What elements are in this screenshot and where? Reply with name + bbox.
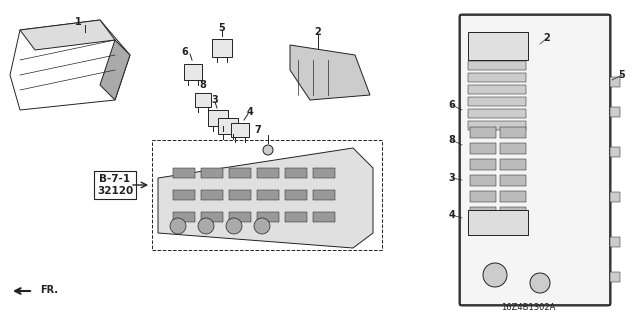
Polygon shape [218, 118, 238, 134]
Polygon shape [100, 40, 130, 100]
Text: 7: 7 [255, 125, 261, 135]
Bar [285, 168, 307, 178]
Text: 2: 2 [543, 33, 550, 43]
Bar [470, 127, 496, 138]
Bar [257, 212, 279, 222]
Bar [470, 191, 496, 202]
Bar [313, 212, 335, 222]
Bar [500, 143, 526, 154]
Text: 3: 3 [449, 173, 456, 183]
Bar [257, 190, 279, 200]
Bar [470, 223, 496, 234]
Bar [229, 168, 251, 178]
Polygon shape [290, 45, 370, 100]
Bar [470, 159, 496, 170]
Bar [468, 73, 526, 82]
Bar [610, 77, 620, 87]
Polygon shape [158, 148, 373, 248]
Bar [468, 61, 526, 70]
Text: 5: 5 [619, 70, 625, 80]
Bar [313, 190, 335, 200]
Circle shape [198, 218, 214, 234]
Text: 16Z4B1302A: 16Z4B1302A [500, 303, 555, 313]
Bar [610, 107, 620, 117]
Text: 1: 1 [75, 17, 81, 27]
Bar [201, 168, 223, 178]
Bar [173, 190, 195, 200]
Text: 5: 5 [219, 23, 225, 33]
Text: 4: 4 [449, 210, 456, 220]
Bar [610, 192, 620, 202]
Polygon shape [195, 93, 211, 107]
Circle shape [263, 145, 273, 155]
Circle shape [170, 218, 186, 234]
Bar [468, 85, 526, 94]
Bar [610, 147, 620, 157]
Bar [500, 207, 526, 218]
Bar [470, 207, 496, 218]
Bar [470, 175, 496, 186]
Circle shape [483, 263, 507, 287]
Bar [173, 168, 195, 178]
Bar [285, 212, 307, 222]
Bar [500, 175, 526, 186]
Bar [229, 190, 251, 200]
Text: 6: 6 [182, 47, 188, 57]
Polygon shape [20, 20, 115, 50]
Text: 6: 6 [449, 100, 456, 110]
Polygon shape [212, 39, 232, 57]
Circle shape [530, 273, 550, 293]
Bar [500, 191, 526, 202]
Text: 8: 8 [449, 135, 456, 145]
Bar [468, 121, 526, 130]
Bar [201, 212, 223, 222]
Bar [468, 109, 526, 118]
Bar [468, 210, 528, 235]
Text: 4: 4 [246, 107, 253, 117]
Polygon shape [184, 64, 202, 80]
Circle shape [254, 218, 270, 234]
Bar [173, 212, 195, 222]
Text: 8: 8 [200, 80, 207, 90]
Bar [500, 127, 526, 138]
Text: 3: 3 [212, 95, 218, 105]
Polygon shape [231, 123, 249, 137]
Polygon shape [208, 110, 228, 126]
Bar [313, 168, 335, 178]
Bar [470, 143, 496, 154]
Bar [468, 97, 526, 106]
Bar [152, 140, 382, 250]
Bar [500, 223, 526, 234]
Bar [257, 168, 279, 178]
Bar [285, 190, 307, 200]
Text: B-7-1
32120: B-7-1 32120 [97, 174, 133, 196]
Bar [460, 15, 610, 305]
Text: 2: 2 [315, 27, 321, 37]
Circle shape [226, 218, 242, 234]
Text: FR.: FR. [40, 285, 58, 295]
Bar [610, 237, 620, 247]
Bar [201, 190, 223, 200]
Bar [229, 212, 251, 222]
Bar [610, 272, 620, 282]
Bar [500, 159, 526, 170]
Bar [468, 32, 528, 60]
